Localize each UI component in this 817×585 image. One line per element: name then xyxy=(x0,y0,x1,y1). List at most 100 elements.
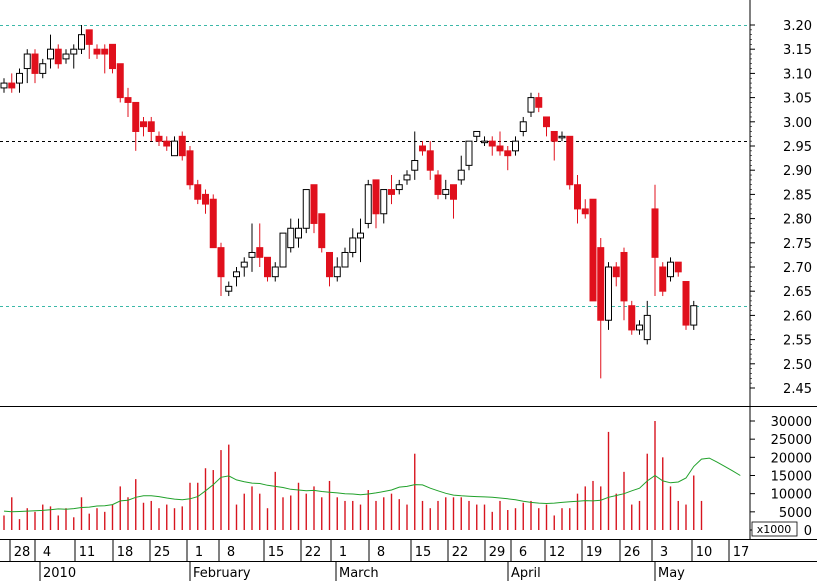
candle xyxy=(628,300,636,335)
candle-body xyxy=(186,150,194,186)
candle xyxy=(295,218,302,248)
candle xyxy=(178,131,186,161)
candle xyxy=(566,135,574,190)
price-tick-label: 3.20 xyxy=(783,19,812,34)
day-tick-label: 6 xyxy=(519,545,527,560)
candle xyxy=(550,130,558,161)
candle xyxy=(643,300,651,345)
candle-body xyxy=(612,266,620,278)
candle xyxy=(682,281,690,330)
candle xyxy=(233,267,240,287)
price-tick-label: 2.80 xyxy=(783,213,812,228)
month-label: May xyxy=(658,566,685,581)
candle xyxy=(512,136,519,156)
candle-body xyxy=(496,145,504,152)
candle xyxy=(488,136,496,156)
candle-body xyxy=(287,227,295,249)
candle-body xyxy=(581,208,589,215)
candle-body xyxy=(279,232,287,268)
price-tick-label: 3.05 xyxy=(783,92,812,107)
candle-body xyxy=(597,247,605,321)
candle-body xyxy=(0,82,8,89)
candle-body xyxy=(403,174,411,181)
candle xyxy=(140,116,147,137)
candle xyxy=(473,130,481,142)
candle xyxy=(504,146,512,171)
candle xyxy=(194,179,202,205)
candle-body xyxy=(550,130,558,142)
candle xyxy=(225,281,233,297)
day-tick-label: 3 xyxy=(660,545,668,560)
candle xyxy=(124,87,132,117)
candle xyxy=(558,131,566,142)
candle xyxy=(581,199,589,219)
candle xyxy=(434,170,442,200)
candle xyxy=(186,146,194,190)
candle-body xyxy=(209,198,217,249)
candle xyxy=(62,49,70,64)
candle xyxy=(612,262,620,287)
candle-body xyxy=(217,247,225,278)
candle-body xyxy=(558,135,566,139)
candle-body xyxy=(155,135,163,142)
candle xyxy=(202,189,209,214)
candle xyxy=(442,179,450,200)
candle xyxy=(326,251,333,287)
candle xyxy=(357,218,364,263)
candle xyxy=(481,136,488,146)
candle-body xyxy=(70,48,78,55)
candle-body xyxy=(109,43,116,70)
candle xyxy=(0,78,8,93)
candle-body xyxy=(349,237,357,253)
candle xyxy=(364,179,372,229)
candle-body xyxy=(163,140,171,147)
price-tick-label: 3.15 xyxy=(783,43,812,58)
candle-body xyxy=(23,53,31,70)
candle-body xyxy=(411,160,419,171)
day-tick-label: 4 xyxy=(43,545,51,560)
price-tick-label: 2.65 xyxy=(783,285,812,300)
candle-body xyxy=(101,48,109,55)
candle xyxy=(574,175,581,224)
candle xyxy=(450,184,457,219)
candle xyxy=(636,320,643,335)
candle-body xyxy=(132,101,140,132)
candle-body xyxy=(465,140,473,166)
candle-body xyxy=(171,140,178,157)
candle-body xyxy=(690,305,698,326)
candle-body xyxy=(54,48,62,65)
candle-body xyxy=(372,179,380,215)
candle-body xyxy=(194,184,202,200)
candle xyxy=(465,140,473,171)
candle-body xyxy=(651,208,659,258)
month-label: 2010 xyxy=(43,566,76,581)
volume-tick-label: 25000 xyxy=(771,433,812,448)
day-tick-label: 17 xyxy=(733,545,750,560)
candle-body xyxy=(566,135,574,186)
candle xyxy=(667,257,674,282)
day-tick-label: 26 xyxy=(624,545,641,560)
candle xyxy=(78,25,85,55)
candle-body xyxy=(124,97,132,103)
volume-tick-label: 15000 xyxy=(771,470,812,485)
candle-body xyxy=(512,140,519,152)
candle-body xyxy=(457,169,465,181)
price-tick-label: 3.10 xyxy=(783,67,812,82)
candle-body xyxy=(643,314,651,341)
candle xyxy=(333,257,341,282)
day-tick-label: 12 xyxy=(549,545,566,560)
candle xyxy=(147,116,155,142)
candle-body xyxy=(202,193,209,205)
candle xyxy=(690,300,698,330)
candle xyxy=(93,44,101,59)
candle-body xyxy=(364,184,372,224)
price-tick-label: 2.50 xyxy=(783,358,812,373)
month-label: April xyxy=(511,566,541,581)
candle-body xyxy=(442,189,450,195)
day-tick-label: 25 xyxy=(154,545,171,560)
candle xyxy=(217,242,225,297)
candle-body xyxy=(178,135,186,157)
candle xyxy=(287,218,295,253)
